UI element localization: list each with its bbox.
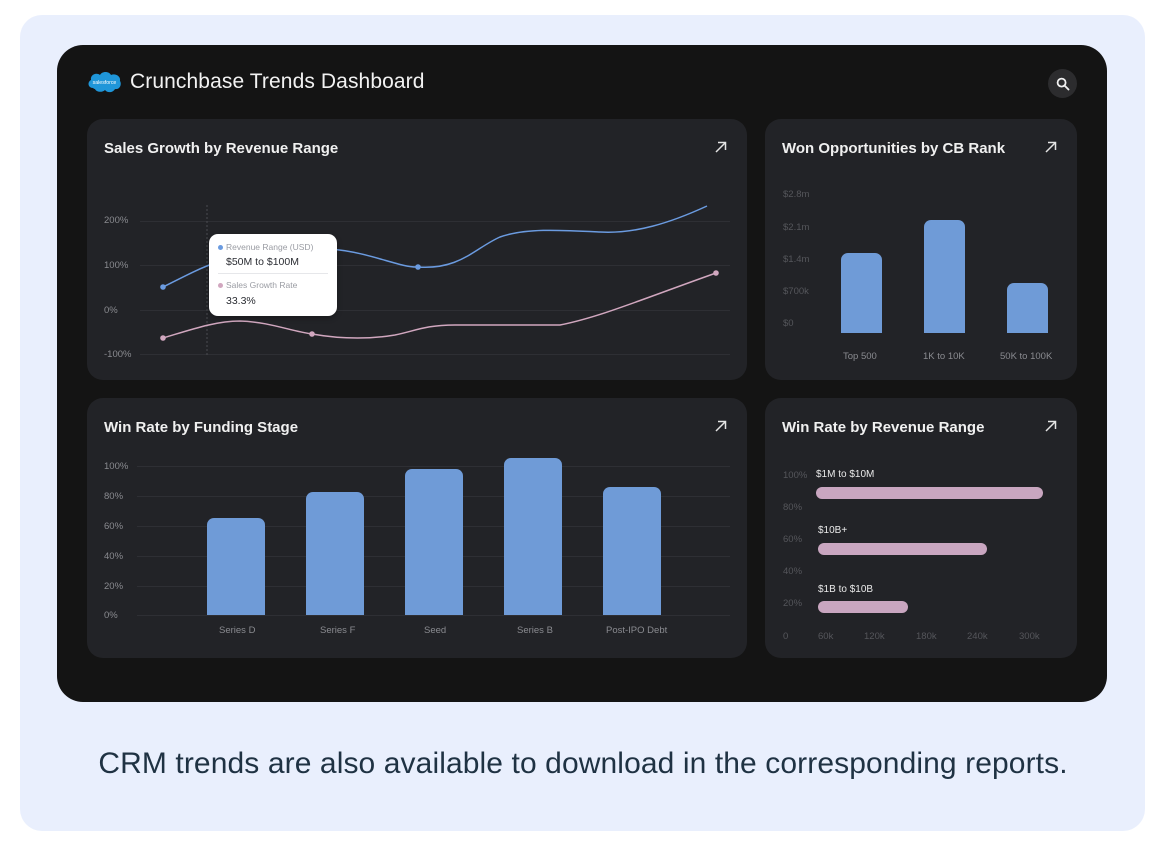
bar-series-f[interactable] (306, 492, 364, 615)
arrow-up-right-icon (715, 141, 727, 153)
bar-label: $1M to $10M (816, 469, 875, 480)
bar-label: $1B to $10B (818, 584, 874, 595)
win-rate-revenue-card: Win Rate by Revenue Range (765, 398, 1077, 658)
gridline (140, 265, 730, 266)
tooltip-series1-value: $50M to $100M (226, 256, 299, 268)
bar-10b-plus[interactable] (818, 543, 987, 555)
expand-button[interactable] (713, 139, 729, 155)
bar-post-ipo-debt[interactable] (603, 487, 661, 615)
search-button[interactable] (1048, 69, 1077, 98)
x-axis-tick: 240k (967, 631, 988, 642)
y-axis-tick: $0 (783, 318, 794, 329)
y-axis-tick: 40% (104, 551, 124, 562)
bar-1m-to-10m[interactable] (816, 487, 1043, 499)
y-axis-tick: $2.1m (783, 222, 810, 233)
card-title: Win Rate by Funding Stage (104, 419, 299, 436)
chart-tooltip: Revenue Range (USD) $50M to $100M Sales … (209, 234, 337, 316)
data-point[interactable] (160, 335, 166, 341)
gridline (140, 221, 730, 222)
x-axis-tick: Post-IPO Debt (606, 625, 668, 636)
tooltip-series2-value: 33.3% (226, 295, 256, 307)
bar-1b-to-10b[interactable] (818, 601, 908, 613)
bar-label: $10B+ (818, 525, 848, 536)
y-axis-tick: 200% (104, 215, 129, 226)
bar-top-500[interactable] (841, 253, 882, 333)
bar-seed[interactable] (405, 469, 463, 615)
sales-growth-card: Sales Growth by Revenue Range (87, 119, 747, 380)
gridline (137, 466, 730, 467)
bar-series-b[interactable] (504, 458, 562, 615)
gridline (140, 310, 730, 311)
x-axis-tick: Series F (320, 625, 356, 636)
bar-series-d[interactable] (207, 518, 265, 615)
expand-button[interactable] (1043, 418, 1059, 434)
x-axis-tick: Series D (219, 625, 256, 636)
card-title: Sales Growth by Revenue Range (104, 140, 339, 157)
y-axis-tick: 40% (783, 566, 803, 577)
x-axis-tick: 0 (783, 631, 789, 642)
footer-caption: CRM trends are also available to downloa… (98, 747, 1068, 780)
arrow-up-right-icon (715, 420, 727, 432)
arrow-up-right-icon (1045, 141, 1057, 153)
data-point[interactable] (713, 270, 719, 276)
y-axis-tick: 100% (104, 461, 129, 472)
arrow-up-right-icon (1045, 420, 1057, 432)
x-axis-tick: 60k (818, 631, 834, 642)
legend-dot-pink-icon (218, 282, 223, 288)
expand-button[interactable] (713, 418, 729, 434)
expand-button[interactable] (1043, 139, 1059, 155)
x-axis-tick: Series B (517, 625, 553, 636)
x-axis-tick: 180k (916, 631, 937, 642)
y-axis-tick: 100% (104, 260, 129, 271)
y-axis-tick: 20% (783, 598, 803, 609)
dashboard-title: Crunchbase Trends Dashboard (130, 70, 425, 93)
gridline (137, 615, 730, 616)
y-axis-tick: 60% (104, 521, 124, 532)
y-axis-tick: -100% (104, 349, 132, 360)
bar-1k-to-10k[interactable] (924, 220, 965, 333)
tooltip-series2-label: Sales Growth Rate (226, 280, 298, 290)
y-axis-tick: 100% (783, 470, 808, 481)
won-opportunities-card: Won Opportunities by CB Rank (765, 119, 1077, 380)
x-axis-tick: 120k (864, 631, 885, 642)
svg-text:salesforce: salesforce (93, 80, 117, 86)
salesforce-logo-icon: salesforce (87, 69, 122, 95)
x-axis-tick: 50K to 100K (1000, 351, 1053, 362)
y-axis-tick: $700k (783, 286, 809, 297)
card-title: Won Opportunities by CB Rank (782, 140, 1006, 157)
search-icon (1056, 77, 1069, 90)
data-point[interactable] (160, 284, 166, 290)
card-title: Win Rate by Revenue Range (782, 419, 985, 436)
x-axis-tick: 300k (1019, 631, 1040, 642)
bar-50k-to-100k[interactable] (1007, 283, 1048, 333)
y-axis-tick: $1.4m (783, 254, 810, 265)
y-axis-tick: 0% (104, 610, 118, 621)
y-axis-tick: 60% (783, 534, 803, 545)
x-axis-tick: Seed (424, 625, 447, 636)
x-axis-tick: Top 500 (843, 351, 877, 362)
data-point[interactable] (309, 331, 315, 337)
sales-growth-rate-line (162, 272, 717, 339)
gridline (140, 354, 730, 355)
y-axis-tick: 20% (104, 581, 124, 592)
legend-dot-blue-icon (218, 244, 223, 250)
y-axis-tick: $2.8m (783, 189, 810, 200)
x-axis-tick: 1K to 10K (923, 351, 965, 362)
data-point[interactable] (415, 264, 421, 270)
y-axis-tick: 0% (104, 305, 118, 316)
tooltip-divider (218, 273, 328, 274)
y-axis-tick: 80% (104, 491, 124, 502)
y-axis-tick: 80% (783, 502, 803, 513)
tooltip-series1-label: Revenue Range (USD) (226, 242, 314, 252)
